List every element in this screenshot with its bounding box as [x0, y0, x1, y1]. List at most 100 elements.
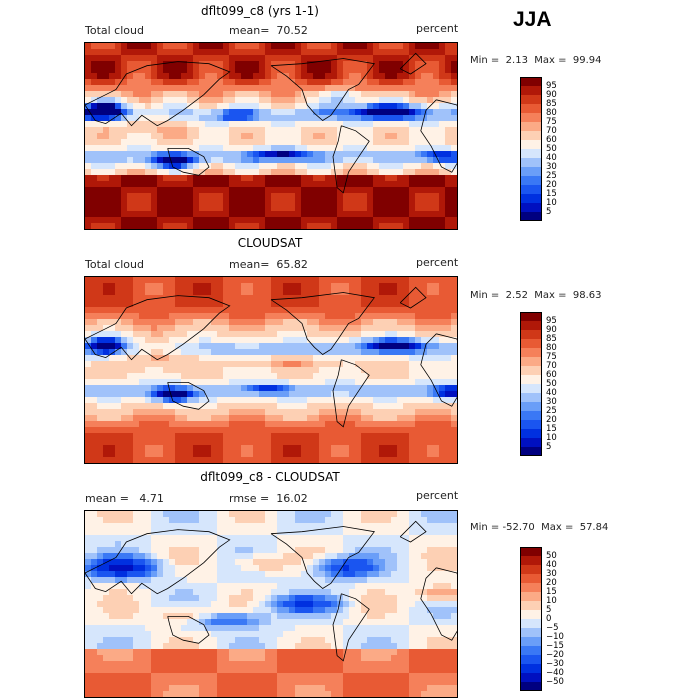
- heatmap-cell: [217, 169, 224, 176]
- heatmap-cell: [175, 295, 182, 302]
- heatmap-cell: [97, 145, 104, 152]
- heatmap-cell: [331, 583, 338, 590]
- heatmap-cell: [139, 583, 146, 590]
- heatmap-cell: [97, 589, 104, 596]
- heatmap-cell: [403, 55, 410, 62]
- heatmap-cell: [157, 535, 164, 542]
- heatmap-cell: [127, 109, 134, 116]
- heatmap-cell: [259, 115, 266, 122]
- heatmap-cell: [163, 589, 170, 596]
- heatmap-cell: [91, 571, 98, 578]
- heatmap-cell: [415, 97, 422, 104]
- heatmap-cell: [217, 277, 224, 284]
- heatmap-cell: [361, 553, 368, 560]
- heatmap-cell: [193, 307, 200, 314]
- heatmap-cell: [331, 571, 338, 578]
- heatmap-cell: [169, 277, 176, 284]
- heatmap-cell: [247, 349, 254, 356]
- heatmap-cell: [247, 109, 254, 116]
- heatmap-cell: [271, 325, 278, 332]
- heatmap-cell: [115, 151, 122, 158]
- heatmap-cell: [433, 181, 440, 188]
- heatmap-cell: [337, 355, 344, 362]
- heatmap-cell: [379, 583, 386, 590]
- heatmap-cell: [175, 91, 182, 98]
- heatmap-cell: [91, 415, 98, 422]
- heatmap-cell: [91, 373, 98, 380]
- heatmap-cell: [181, 193, 188, 200]
- heatmap-cell: [415, 349, 422, 356]
- heatmap-cell: [421, 205, 428, 212]
- heatmap-cell: [103, 175, 110, 182]
- heatmap-cell: [427, 115, 434, 122]
- heatmap-cell: [169, 289, 176, 296]
- heatmap-cell: [355, 55, 362, 62]
- heatmap-cell: [241, 451, 248, 458]
- heatmap-cell: [211, 211, 218, 218]
- heatmap-cell: [253, 415, 260, 422]
- heatmap-cell: [211, 559, 218, 566]
- heatmap-cell: [181, 61, 188, 68]
- heatmap-cell: [367, 583, 374, 590]
- heatmap-cell: [187, 67, 194, 74]
- heatmap-cell: [91, 91, 98, 98]
- heatmap-cell: [133, 565, 140, 572]
- heatmap-cell: [223, 175, 230, 182]
- heatmap-cell: [133, 511, 140, 518]
- heatmap-cell: [319, 109, 326, 116]
- heatmap-cell: [229, 295, 236, 302]
- heatmap-cell: [373, 571, 380, 578]
- heatmap-cell: [271, 349, 278, 356]
- heatmap-cell: [403, 595, 410, 602]
- heatmap-cell: [169, 565, 176, 572]
- heatmap-cell: [337, 295, 344, 302]
- heatmap-cell: [133, 211, 140, 218]
- heatmap-cell: [379, 313, 386, 320]
- heatmap-cell: [253, 337, 260, 344]
- heatmap-cell: [445, 223, 452, 229]
- heatmap-cell: [271, 289, 278, 296]
- heatmap-cell: [193, 139, 200, 146]
- heatmap-cell: [133, 451, 140, 458]
- heatmap-cell: [187, 79, 194, 86]
- heatmap-cell: [115, 547, 122, 554]
- heatmap-cell: [391, 535, 398, 542]
- heatmap-cell: [271, 157, 278, 164]
- heatmap-cell: [445, 85, 452, 92]
- heatmap-cell: [121, 445, 128, 452]
- heatmap-cell: [343, 373, 350, 380]
- heatmap-cell: [421, 385, 428, 392]
- heatmap-cell: [325, 565, 332, 572]
- heatmap-cell: [343, 139, 350, 146]
- heatmap-cell: [97, 595, 104, 602]
- heatmap-cell: [259, 349, 266, 356]
- heatmap-cell: [109, 451, 116, 458]
- heatmap-cell: [85, 379, 92, 386]
- heatmap-cell: [241, 97, 248, 104]
- heatmap-cell: [229, 283, 236, 290]
- heatmap-cell: [295, 175, 302, 182]
- heatmap-cell: [409, 103, 416, 110]
- heatmap-cell: [289, 409, 296, 416]
- heatmap-cell: [187, 535, 194, 542]
- heatmap-cell: [439, 391, 446, 398]
- heatmap-cell: [271, 49, 278, 56]
- heatmap-cell: [121, 313, 128, 320]
- heatmap-cell: [145, 61, 152, 68]
- heatmap-cell: [433, 517, 440, 524]
- heatmap-cell: [109, 307, 116, 314]
- heatmap-cell: [301, 583, 308, 590]
- heatmap-cell: [175, 163, 182, 170]
- heatmap-cell: [217, 559, 224, 566]
- heatmap-cell: [193, 121, 200, 128]
- heatmap-cell: [151, 535, 158, 542]
- heatmap-cell: [175, 343, 182, 350]
- heatmap-cell: [433, 295, 440, 302]
- heatmap-cell: [289, 523, 296, 530]
- heatmap-cell: [337, 211, 344, 218]
- heatmap-cell: [379, 385, 386, 392]
- heatmap-cell: [175, 277, 182, 284]
- heatmap-cell: [391, 355, 398, 362]
- heatmap-cell: [151, 73, 158, 80]
- heatmap-cell: [139, 313, 146, 320]
